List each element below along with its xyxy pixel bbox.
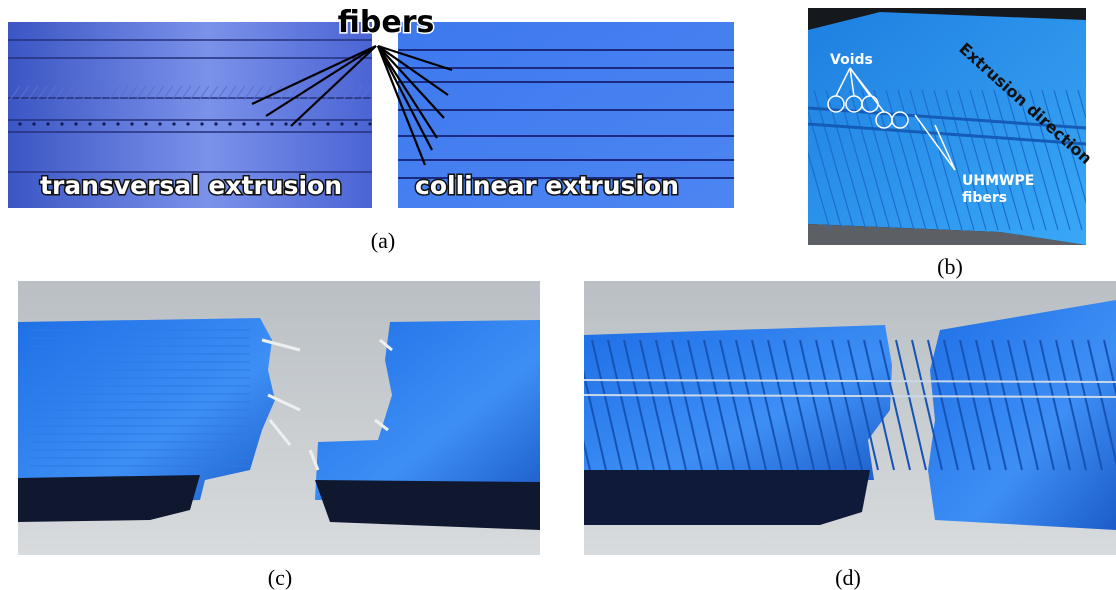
void-dot [340, 122, 343, 125]
figure: fibers transversal extrusion collinear e… [0, 0, 1116, 590]
void-dot [200, 122, 203, 125]
void-dot [172, 122, 175, 125]
void-dot [130, 122, 133, 125]
annotation: Voids [830, 52, 873, 68]
void-dot [158, 122, 161, 125]
void-dot [228, 122, 231, 125]
panel-label: (d) [835, 565, 861, 590]
photo [315, 480, 540, 530]
void-dot [46, 122, 49, 125]
photo [584, 470, 870, 525]
void-dot [270, 122, 273, 125]
panel-label: (b) [937, 254, 963, 279]
annotation: UHMWPE [962, 173, 1034, 189]
void-dot [116, 122, 119, 125]
panel-label: (a) [371, 228, 395, 253]
caption: transversal extrusion [40, 171, 342, 200]
texture-line [1090, 90, 1116, 230]
panel-b: Voids Extrusion direction UHMWPE fibers … [790, 8, 1116, 279]
annotation: fibers [962, 190, 1007, 206]
void-dot [18, 122, 21, 125]
panel-c: (c) [18, 281, 540, 590]
void-dot [242, 122, 245, 125]
void-dot [312, 122, 315, 125]
void-dot [74, 122, 77, 125]
void-dot [368, 122, 371, 125]
panel-d: (d) [560, 281, 1116, 590]
void-dot [186, 122, 189, 125]
void-dot [214, 122, 217, 125]
void-dot [144, 122, 147, 125]
void-dot [88, 122, 91, 125]
void-dot [32, 122, 35, 125]
pointer-label: fibers [338, 5, 435, 40]
panel-label: (c) [268, 565, 292, 590]
void-dot [354, 122, 357, 125]
void-dot [102, 122, 105, 125]
caption: collinear extrusion [415, 171, 679, 200]
panel-a: fibers transversal extrusion collinear e… [8, 5, 734, 253]
void-dot [298, 122, 301, 125]
void-dot [326, 122, 329, 125]
void-dot [60, 122, 63, 125]
void-dot [256, 122, 259, 125]
photo [928, 300, 1116, 530]
void-dot [284, 122, 287, 125]
